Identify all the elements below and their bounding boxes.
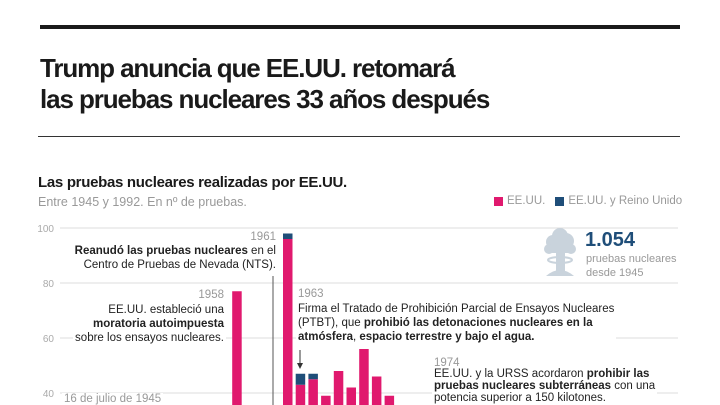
y-tick-label: 80 xyxy=(43,279,55,290)
bar-us xyxy=(384,395,395,405)
bar-us xyxy=(308,379,318,405)
bar-us xyxy=(295,384,306,405)
total-label-line: pruebas nucleares xyxy=(586,253,677,265)
chart-subtitle: Entre 1945 y 1992. En nº de pruebas. xyxy=(38,195,247,209)
annotation-text: con una xyxy=(611,379,656,392)
bar-us-uk xyxy=(295,373,306,385)
annotation-text: , xyxy=(352,331,360,343)
annotation-1958: EE.UU. estableció una moratoria autoimpu… xyxy=(73,303,226,345)
bar-us xyxy=(232,291,242,405)
annotation-bold: prohibió las detonaciones nucleares en l… xyxy=(363,317,593,329)
bar-us xyxy=(321,395,331,405)
bar-us xyxy=(359,349,369,405)
annotation-bold: prohibir las xyxy=(586,368,650,380)
legend-swatch-us xyxy=(494,196,503,206)
bar-us xyxy=(371,376,382,405)
bar-us xyxy=(346,387,356,405)
annotation-text: Centro de Pruebas de Nevada (NTS). xyxy=(83,259,276,271)
y-tick-label: 100 xyxy=(37,224,54,235)
total-value: 1.054 xyxy=(585,229,636,251)
page-title: Trump anuncia que EE.UU. retomará las pr… xyxy=(40,53,490,115)
annotation-year: 1963 xyxy=(296,288,326,300)
top-rule xyxy=(40,25,680,29)
arrow-head-icon xyxy=(297,363,303,369)
chart-title: Las pruebas nucleares realizadas por EE.… xyxy=(38,174,347,191)
annotation-text: EE.UU. estableció una xyxy=(108,304,224,316)
annotation-bold: espacio terrestre y bajo el agua. xyxy=(359,331,535,343)
annotation-bold: atmósfera xyxy=(298,331,353,343)
annotation-1974: EE.UU. y la URSS acordaron prohibir las … xyxy=(432,368,658,405)
annotation-bold: moratoria autoimpuesta xyxy=(93,318,224,330)
total-label: pruebas nucleares desde 1945 xyxy=(586,252,677,280)
annotation-year: 1961 xyxy=(248,231,278,243)
annotation-bold: pruebas nucleares subterráneas xyxy=(434,379,612,392)
annotation-year: 1958 xyxy=(196,289,226,301)
annotation-1961: Reanudó las pruebas nucleares en el Cent… xyxy=(72,244,278,272)
legend-label: EE.UU. xyxy=(507,195,546,207)
annotation-text: potencia superior a 150 kilotones. xyxy=(434,391,606,404)
annotation-1963: Firma el Tratado de Prohibición Parcial … xyxy=(296,302,617,344)
annotation-text: en el xyxy=(247,245,276,257)
annotation-text: Firma el Tratado de Prohibición Parcial … xyxy=(298,303,615,315)
annotation-bold: Reanudó las pruebas nucleares xyxy=(74,245,248,257)
bar-us xyxy=(333,371,344,405)
bar-us xyxy=(283,239,293,405)
y-tick-label: 40 xyxy=(43,389,55,400)
annotation-date: 16 de julio de 1945 xyxy=(62,393,164,405)
legend-label: EE.UU. y Reino Unido xyxy=(568,195,683,207)
total-label-line: desde 1945 xyxy=(586,267,644,279)
annotation-text: sobre los ensayos nucleares. xyxy=(75,332,224,344)
legend: EE.UU. EE.UU. y Reino Unido xyxy=(494,195,682,207)
y-tick-label: 60 xyxy=(43,334,55,345)
legend-swatch-us-uk xyxy=(555,196,565,206)
annotation-text: (PTBT), que xyxy=(298,317,364,329)
divider xyxy=(38,136,680,137)
title-line: las pruebas nucleares 33 años después xyxy=(40,84,490,114)
bar-us-uk xyxy=(308,373,318,380)
annotation-text: EE.UU. y la URSS acordaron xyxy=(434,368,587,380)
annotation-year: 1974 xyxy=(432,357,462,369)
bar-us-uk xyxy=(283,233,293,239)
title-line: Trump anuncia que EE.UU. retomará xyxy=(40,53,456,83)
